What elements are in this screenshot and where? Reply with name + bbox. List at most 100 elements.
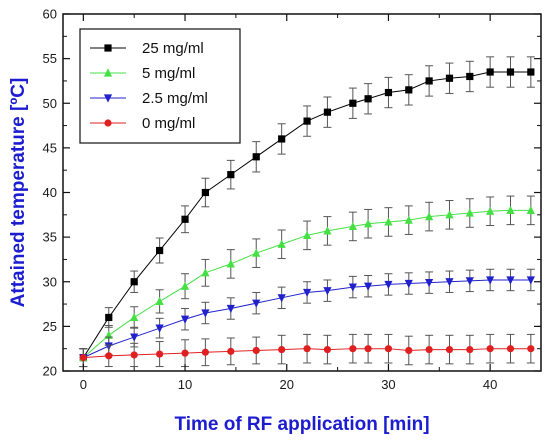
data-point xyxy=(201,348,209,356)
data-point xyxy=(384,345,393,353)
data-point xyxy=(486,68,494,76)
data-point xyxy=(527,68,535,76)
y-tick-label: 55 xyxy=(43,51,57,66)
data-point xyxy=(201,309,210,318)
legend-marker xyxy=(103,68,113,77)
legend-marker xyxy=(104,44,112,52)
data-point xyxy=(303,345,311,353)
data-point xyxy=(277,239,286,248)
data-point xyxy=(302,230,312,239)
data-point xyxy=(425,345,433,354)
legend-label: 25 mg/ml xyxy=(142,40,204,57)
data-point xyxy=(130,351,138,359)
series-5-mg-ml xyxy=(79,195,535,368)
data-point xyxy=(180,315,190,324)
data-point xyxy=(227,171,235,179)
data-point xyxy=(526,205,535,214)
data-point xyxy=(278,345,286,354)
data-point xyxy=(506,345,515,353)
y-tick-label: 45 xyxy=(43,140,57,155)
data-point xyxy=(445,278,454,287)
data-point xyxy=(130,312,139,322)
data-point xyxy=(466,72,474,81)
data-point xyxy=(130,278,138,286)
data-point xyxy=(486,345,494,353)
data-point xyxy=(155,296,164,305)
data-point xyxy=(303,117,311,125)
data-point xyxy=(226,304,235,314)
data-point xyxy=(384,280,393,290)
data-point xyxy=(252,248,261,257)
y-tick-label: 30 xyxy=(43,274,57,289)
data-point xyxy=(323,345,332,354)
data-point xyxy=(323,287,332,296)
legend-label: 2.5 mg/ml xyxy=(142,90,208,107)
data-point xyxy=(323,226,332,235)
data-point xyxy=(156,246,164,255)
x-tick-label: 30 xyxy=(381,377,395,392)
x-tick-label: 10 xyxy=(178,377,192,392)
data-point xyxy=(348,221,357,231)
data-point xyxy=(527,345,535,353)
y-tick-label: 25 xyxy=(43,319,57,334)
data-point xyxy=(201,188,209,197)
data-point xyxy=(277,294,286,303)
y-tick-label: 40 xyxy=(43,185,57,200)
data-point xyxy=(506,68,515,76)
legend-marker xyxy=(104,119,112,127)
data-point xyxy=(302,288,312,298)
data-point xyxy=(201,268,210,277)
data-point xyxy=(105,313,113,322)
data-point xyxy=(486,206,495,215)
data-point xyxy=(364,95,372,103)
legend-label: 5 mg/ml xyxy=(142,65,195,82)
y-axis-title: Attained temperature [ºC] xyxy=(8,78,29,308)
data-point xyxy=(404,279,413,289)
data-point xyxy=(506,205,515,214)
y-tick-label: 20 xyxy=(43,364,57,379)
data-point xyxy=(404,215,413,224)
data-point xyxy=(506,276,515,285)
data-point xyxy=(278,135,286,143)
data-point xyxy=(384,88,393,97)
data-point xyxy=(425,211,434,221)
plot-layer xyxy=(79,56,535,368)
data-point xyxy=(252,346,260,355)
data-point xyxy=(465,277,474,286)
x-axis-title: Time of RF application [min] xyxy=(174,414,429,435)
data-point xyxy=(526,276,535,285)
data-point xyxy=(445,210,454,219)
data-point xyxy=(79,354,87,362)
data-point xyxy=(364,282,373,291)
data-point xyxy=(364,345,372,353)
data-point xyxy=(130,333,139,342)
data-point xyxy=(465,208,474,217)
series-0-mg-ml xyxy=(79,333,535,368)
y-tick-label: 35 xyxy=(43,230,57,245)
legend-marker xyxy=(103,94,113,103)
data-point xyxy=(156,350,164,358)
data-point xyxy=(181,349,189,357)
data-point xyxy=(105,352,113,360)
data-point xyxy=(349,345,357,353)
x-tick-label: 20 xyxy=(280,377,294,392)
data-point xyxy=(155,324,164,333)
axis-layer: 0 10 20 30 40 20 25 30 35 40 45 50 55 60 xyxy=(43,7,541,392)
legend-label: 0 mg/ml xyxy=(142,115,195,132)
data-point xyxy=(348,283,357,292)
data-point xyxy=(405,86,413,94)
data-point xyxy=(425,77,433,85)
data-point xyxy=(384,217,393,226)
data-point xyxy=(227,347,235,355)
data-point xyxy=(445,74,454,82)
data-point xyxy=(445,345,454,354)
y-tick-label: 60 xyxy=(43,7,57,22)
data-point xyxy=(405,346,413,355)
data-point xyxy=(180,281,190,290)
data-point xyxy=(252,299,261,308)
data-point xyxy=(486,276,495,285)
data-point xyxy=(349,99,357,107)
data-point xyxy=(466,345,474,354)
